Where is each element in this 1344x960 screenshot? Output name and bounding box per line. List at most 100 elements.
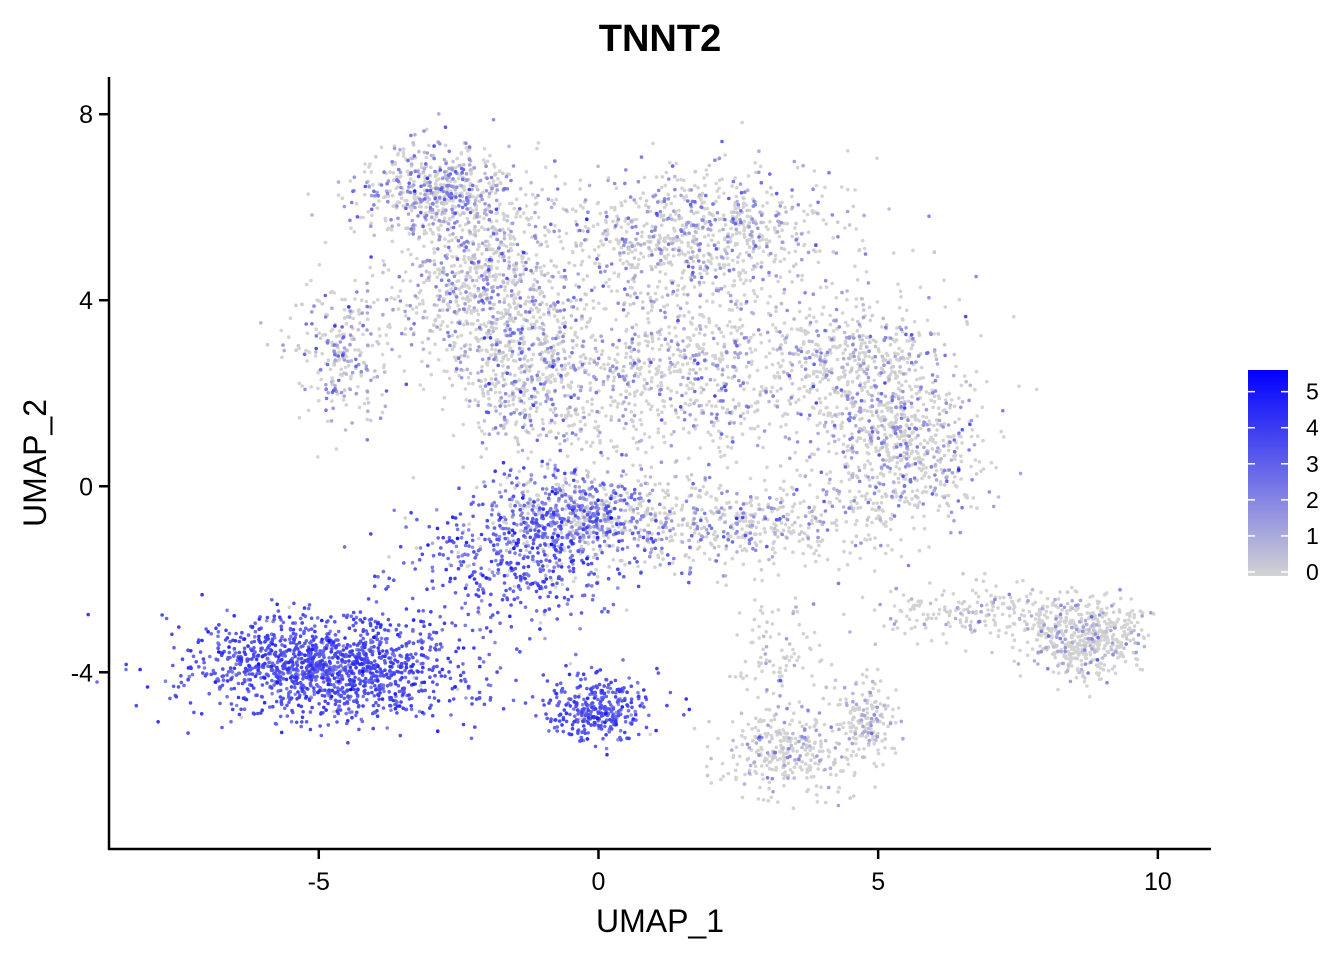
data-point xyxy=(871,413,875,418)
data-point xyxy=(704,535,709,539)
data-point xyxy=(489,247,493,251)
data-point xyxy=(849,499,853,504)
data-point xyxy=(873,536,877,540)
data-point xyxy=(798,523,803,528)
data-point xyxy=(716,366,720,371)
data-point xyxy=(1051,645,1056,649)
data-point xyxy=(901,318,905,322)
data-point xyxy=(736,535,741,540)
data-point xyxy=(912,339,916,344)
data-point xyxy=(878,679,883,683)
data-point xyxy=(959,459,964,464)
data-point xyxy=(524,548,529,553)
data-point xyxy=(287,335,291,340)
data-point xyxy=(977,460,982,464)
data-point xyxy=(448,179,453,183)
data-point xyxy=(403,270,408,274)
data-point xyxy=(476,265,480,270)
data-point xyxy=(527,504,531,509)
data-point xyxy=(794,761,799,766)
data-point xyxy=(805,389,809,393)
data-point xyxy=(340,196,345,201)
data-point xyxy=(842,539,846,544)
data-point xyxy=(815,800,820,804)
data-point xyxy=(686,250,691,255)
data-point xyxy=(666,261,671,265)
data-point xyxy=(743,270,748,275)
data-point xyxy=(1075,607,1080,611)
data-point xyxy=(779,521,784,525)
data-point xyxy=(598,441,602,445)
data-point xyxy=(848,352,853,357)
data-point xyxy=(424,127,429,132)
data-point xyxy=(770,362,775,367)
data-point xyxy=(772,670,776,675)
data-point xyxy=(964,619,969,624)
data-point xyxy=(906,599,911,603)
data-point xyxy=(487,274,492,279)
data-point xyxy=(756,695,760,700)
data-point xyxy=(854,304,858,309)
data-point xyxy=(563,507,568,511)
data-point xyxy=(687,430,691,435)
data-point xyxy=(459,333,464,338)
data-point xyxy=(841,612,846,617)
data-point xyxy=(447,239,451,244)
data-point xyxy=(770,547,775,552)
data-point xyxy=(647,435,652,439)
data-point xyxy=(786,761,791,765)
data-point xyxy=(997,628,1001,633)
data-point xyxy=(911,248,915,253)
data-point xyxy=(698,495,703,499)
data-point xyxy=(848,391,853,395)
data-point xyxy=(753,769,757,774)
data-point xyxy=(239,715,244,720)
data-point xyxy=(777,632,781,636)
data-point xyxy=(493,172,497,177)
data-point xyxy=(838,702,842,707)
data-point xyxy=(845,748,849,752)
data-point xyxy=(438,327,443,332)
data-point xyxy=(967,604,972,609)
data-point xyxy=(678,370,682,374)
data-point xyxy=(582,307,587,311)
data-point xyxy=(902,415,907,420)
data-point xyxy=(633,394,637,398)
data-point xyxy=(820,312,824,317)
data-point xyxy=(780,200,784,205)
data-point xyxy=(712,537,717,541)
data-point xyxy=(659,380,663,385)
data-point xyxy=(342,388,347,392)
data-point xyxy=(787,658,792,663)
data-point xyxy=(868,498,872,502)
data-point xyxy=(862,438,867,443)
data-point xyxy=(1079,612,1084,617)
data-point xyxy=(757,559,762,563)
data-point xyxy=(717,357,722,361)
data-point xyxy=(741,281,746,286)
data-point xyxy=(417,204,422,209)
data-point xyxy=(792,765,797,770)
data-point xyxy=(1066,663,1071,668)
data-point xyxy=(973,387,977,392)
data-point xyxy=(612,246,616,251)
data-point xyxy=(401,150,406,155)
data-point xyxy=(841,725,845,730)
data-point xyxy=(753,725,758,730)
data-point xyxy=(753,299,757,304)
data-point xyxy=(468,269,472,274)
data-point xyxy=(460,191,464,195)
data-point xyxy=(698,446,702,450)
data-point xyxy=(414,311,419,315)
data-point xyxy=(771,347,776,351)
data-point xyxy=(1116,639,1120,643)
data-point xyxy=(656,384,660,388)
data-point xyxy=(456,176,461,181)
data-point xyxy=(845,562,850,567)
data-point xyxy=(476,228,481,233)
data-point xyxy=(830,729,835,733)
data-point xyxy=(506,308,510,313)
data-point xyxy=(1058,590,1062,594)
data-point xyxy=(894,376,898,381)
data-point xyxy=(909,422,914,427)
